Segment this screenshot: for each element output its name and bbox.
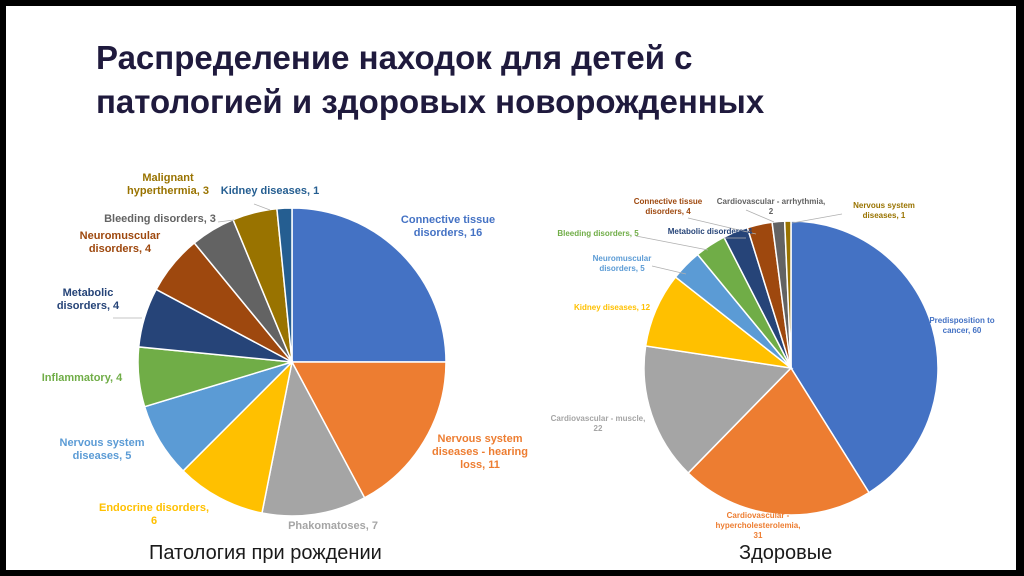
leader-line bbox=[253, 203, 271, 211]
data-label-healthy-0: Predisposition to cancer, 60 bbox=[929, 316, 994, 335]
leader-line bbox=[217, 219, 235, 223]
data-label-healthy-6: Metabolic disorders, 4 bbox=[668, 227, 753, 236]
data-label-pathology-5: Inflammatory, 4 bbox=[42, 372, 123, 384]
leader-line bbox=[745, 209, 775, 223]
pie-slice-pathology-0 bbox=[291, 207, 447, 363]
slide-title: Распределение находок для детей с патоло… bbox=[96, 36, 976, 124]
data-label-healthy-7: Connective tissue disorders, 4 bbox=[634, 197, 703, 216]
data-label-pathology-0: Connective tissue disorders, 16 bbox=[401, 214, 495, 239]
data-label-healthy-4: Neuromuscular disorders, 5 bbox=[593, 254, 652, 273]
pie-slice-healthy-2 bbox=[643, 345, 793, 475]
data-label-pathology-1: Nervous system diseases - hearing loss, 11 bbox=[432, 433, 528, 471]
leader-line bbox=[635, 235, 709, 251]
data-label-healthy-3: Kidney diseases, 12 bbox=[574, 303, 651, 312]
pie-slice-healthy-9 bbox=[783, 220, 792, 369]
data-label-pathology-4: Nervous system diseases, 5 bbox=[60, 437, 145, 462]
data-label-pathology-8: Bleeding disorders, 3 bbox=[104, 213, 216, 225]
pie-chart-healthy: Predisposition to cancer, 60 Cardiovascula… bbox=[551, 197, 995, 540]
data-label-healthy-9: Nervous system diseases, 1 bbox=[853, 201, 915, 220]
data-label-healthy-8: Cardiovascular - arrhythmia, 2 bbox=[717, 197, 825, 216]
slide-title-line-2: патологией и здоровых новорожденных bbox=[96, 83, 765, 120]
pie-slice-pathology-2 bbox=[261, 359, 366, 517]
leader-line bbox=[687, 217, 757, 235]
data-label-healthy-2: Cardiovascular - muscle, 22 bbox=[551, 414, 646, 433]
slide: Распределение находок для детей с патоло… bbox=[6, 6, 1016, 570]
slide-title-line-1: Распределение находок для детей с bbox=[96, 39, 693, 76]
pie-slice-pathology-1 bbox=[290, 361, 447, 499]
data-label-healthy-1: Cardiovascular -hypercholesterolemia, 31 bbox=[716, 511, 801, 540]
caption-healthy: Здоровые bbox=[739, 542, 833, 564]
data-label-pathology-6: Metabolic disorders, 4 bbox=[57, 287, 120, 312]
pie-charts: Connective tissue disorders, 16 Nervous sy… bbox=[42, 172, 995, 540]
data-label-pathology-2: Phakomatoses, 7 bbox=[288, 520, 378, 532]
pie-slice-healthy-0 bbox=[790, 220, 939, 494]
data-label-pathology-3: Endocrine disorders, 6 bbox=[99, 502, 209, 527]
data-label-pathology-10: Kidney diseases, 1 bbox=[221, 185, 319, 197]
pie-slice-healthy-1 bbox=[687, 366, 871, 516]
data-label-healthy-5: Bleeding disorders, 5 bbox=[557, 229, 639, 238]
data-label-pathology-7: Neuromuscular disorders, 4 bbox=[80, 230, 161, 255]
pie-slice-pathology-3 bbox=[182, 359, 294, 514]
pie-slice-pathology-10 bbox=[276, 207, 293, 363]
caption-pathology: Патология при рождении bbox=[149, 542, 382, 564]
leader-line bbox=[791, 213, 843, 224]
data-label-pathology-9: Malignant hyperthermia, 3 bbox=[127, 172, 209, 197]
pie-chart-pathology: Connective tissue disorders, 16 Nervous sy… bbox=[42, 172, 528, 532]
leader-line bbox=[651, 265, 687, 275]
